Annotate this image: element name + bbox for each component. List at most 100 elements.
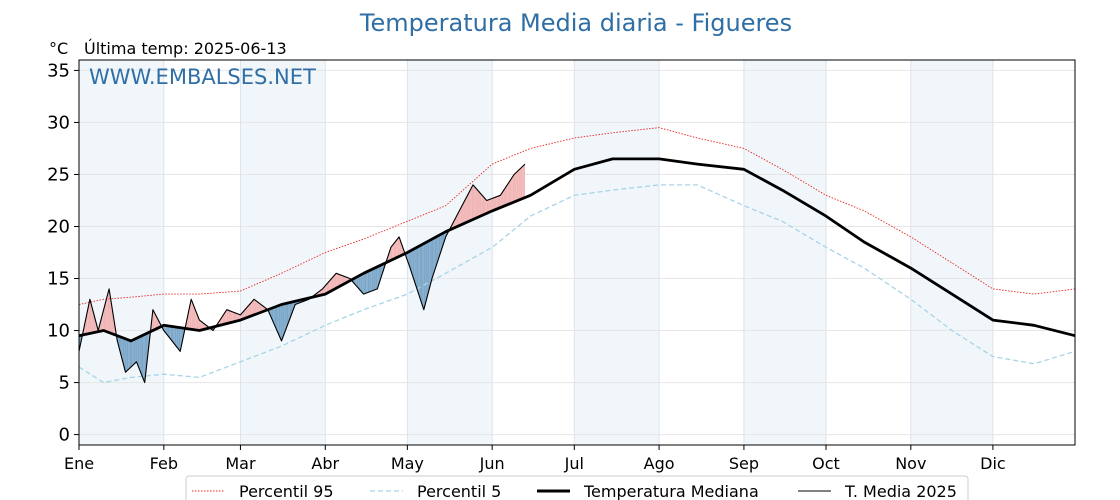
month-shading	[79, 60, 993, 445]
y-tick-label: 25	[47, 164, 70, 185]
fill-above-median	[323, 285, 326, 295]
fill-below-median	[135, 338, 137, 364]
fill-above-median	[459, 208, 461, 226]
fill-above-median	[397, 236, 400, 258]
x-tick-label: Dic	[980, 454, 1006, 473]
fill-above-median	[507, 182, 509, 205]
legend: Percentil 95 Percentil 5 Temperatura Med…	[185, 475, 969, 500]
fill-above-median	[229, 310, 231, 323]
fill-above-median	[109, 288, 111, 334]
fill-above-median	[244, 308, 246, 319]
fill-below-median	[166, 325, 168, 336]
fill-above-median	[492, 197, 494, 211]
fill-above-median	[234, 312, 237, 322]
fill-above-median	[508, 180, 510, 205]
fill-above-median	[243, 310, 245, 320]
fill-below-median	[374, 267, 376, 290]
x-tick-label: Feb	[150, 454, 178, 473]
fill-below-median	[421, 244, 423, 306]
fill-above-median	[493, 197, 495, 211]
fill-above-median	[254, 299, 256, 315]
x-tick-label: Nov	[895, 454, 926, 473]
y-tick-label: 20	[47, 216, 70, 237]
fill-above-median	[504, 186, 506, 206]
plot-frame	[78, 59, 1076, 446]
fill-above-median	[104, 299, 107, 332]
fill-below-median	[118, 336, 121, 352]
y-tick-label: 30	[47, 112, 70, 133]
fill-above-median	[464, 197, 467, 224]
fill-below-median	[140, 335, 142, 376]
fill-above-median	[395, 240, 397, 259]
fill-above-median	[501, 191, 504, 207]
month-band	[574, 60, 660, 445]
fill-above-median	[523, 164, 526, 199]
fill-below-median	[141, 335, 144, 380]
fill-below-median	[143, 334, 145, 383]
x-tick-label: Jun	[479, 454, 505, 473]
fill-above-median	[505, 184, 508, 206]
fill-above-median	[468, 190, 471, 222]
fill-below-median	[430, 239, 432, 284]
fill-above-median	[195, 309, 197, 331]
fill-above-median	[456, 213, 458, 227]
fill-above-median	[341, 275, 344, 286]
fill-below-median	[282, 303, 285, 338]
fill-above-median	[392, 243, 394, 260]
fill-above-median	[514, 173, 516, 202]
x-tick-label: May	[391, 454, 424, 473]
fill-above-median	[103, 304, 105, 332]
fill-below-median	[124, 338, 126, 373]
y-tick-label: 0	[59, 425, 70, 446]
fill-below-median	[170, 326, 173, 341]
fill-above-median	[258, 302, 260, 314]
fill-above-median	[152, 309, 155, 331]
fill-above-median	[518, 169, 520, 201]
x-tick-label: Ene	[64, 454, 94, 473]
fill-below-median	[177, 327, 179, 350]
fill-above-median	[457, 210, 460, 227]
fill-below-median	[359, 274, 361, 291]
fill-above-median	[155, 314, 157, 330]
fill-above-median	[226, 309, 229, 324]
fill-above-median	[479, 192, 482, 217]
fill-above-median	[200, 321, 203, 331]
fill-below-median	[367, 270, 370, 293]
fill-below-median	[422, 243, 424, 310]
fill-below-median	[286, 302, 289, 327]
fill-above-median	[325, 284, 327, 295]
fill-above-median	[251, 300, 253, 316]
fill-above-median	[329, 279, 331, 292]
fill-below-median	[423, 242, 426, 310]
fill-above-median	[496, 196, 498, 210]
month-band	[910, 60, 993, 445]
fill-below-median	[378, 265, 380, 285]
fill-above-median	[462, 203, 464, 225]
fill-below-median	[278, 305, 281, 338]
fill-above-median	[328, 281, 330, 293]
fill-below-median	[355, 277, 357, 287]
fill-below-median	[418, 245, 420, 298]
fill-below-median	[416, 246, 419, 294]
fill-above-median	[519, 167, 521, 200]
fill-above-median	[106, 294, 108, 333]
fill-above-median	[489, 198, 491, 213]
fill-above-median	[488, 199, 490, 213]
fill-below-median	[356, 276, 359, 288]
fill-below-median	[429, 239, 431, 289]
fill-above-median	[256, 301, 259, 314]
fill-above-median	[330, 277, 333, 292]
fill-above-median	[202, 322, 204, 330]
x-tick-label: Abr	[311, 454, 339, 473]
fill-below-median	[358, 275, 360, 290]
fill-below-median	[137, 337, 140, 369]
fill-above-median	[332, 276, 334, 291]
fill-above-median	[154, 312, 156, 330]
watermark: WWW.EMBALSES.NET	[89, 65, 316, 89]
fill-above-median	[481, 194, 483, 216]
fill-above-median	[333, 274, 335, 290]
fill-below-median	[375, 266, 378, 290]
series-line	[78, 157, 1076, 343]
fill-below-median	[363, 272, 365, 295]
fill-below-median	[370, 269, 372, 292]
